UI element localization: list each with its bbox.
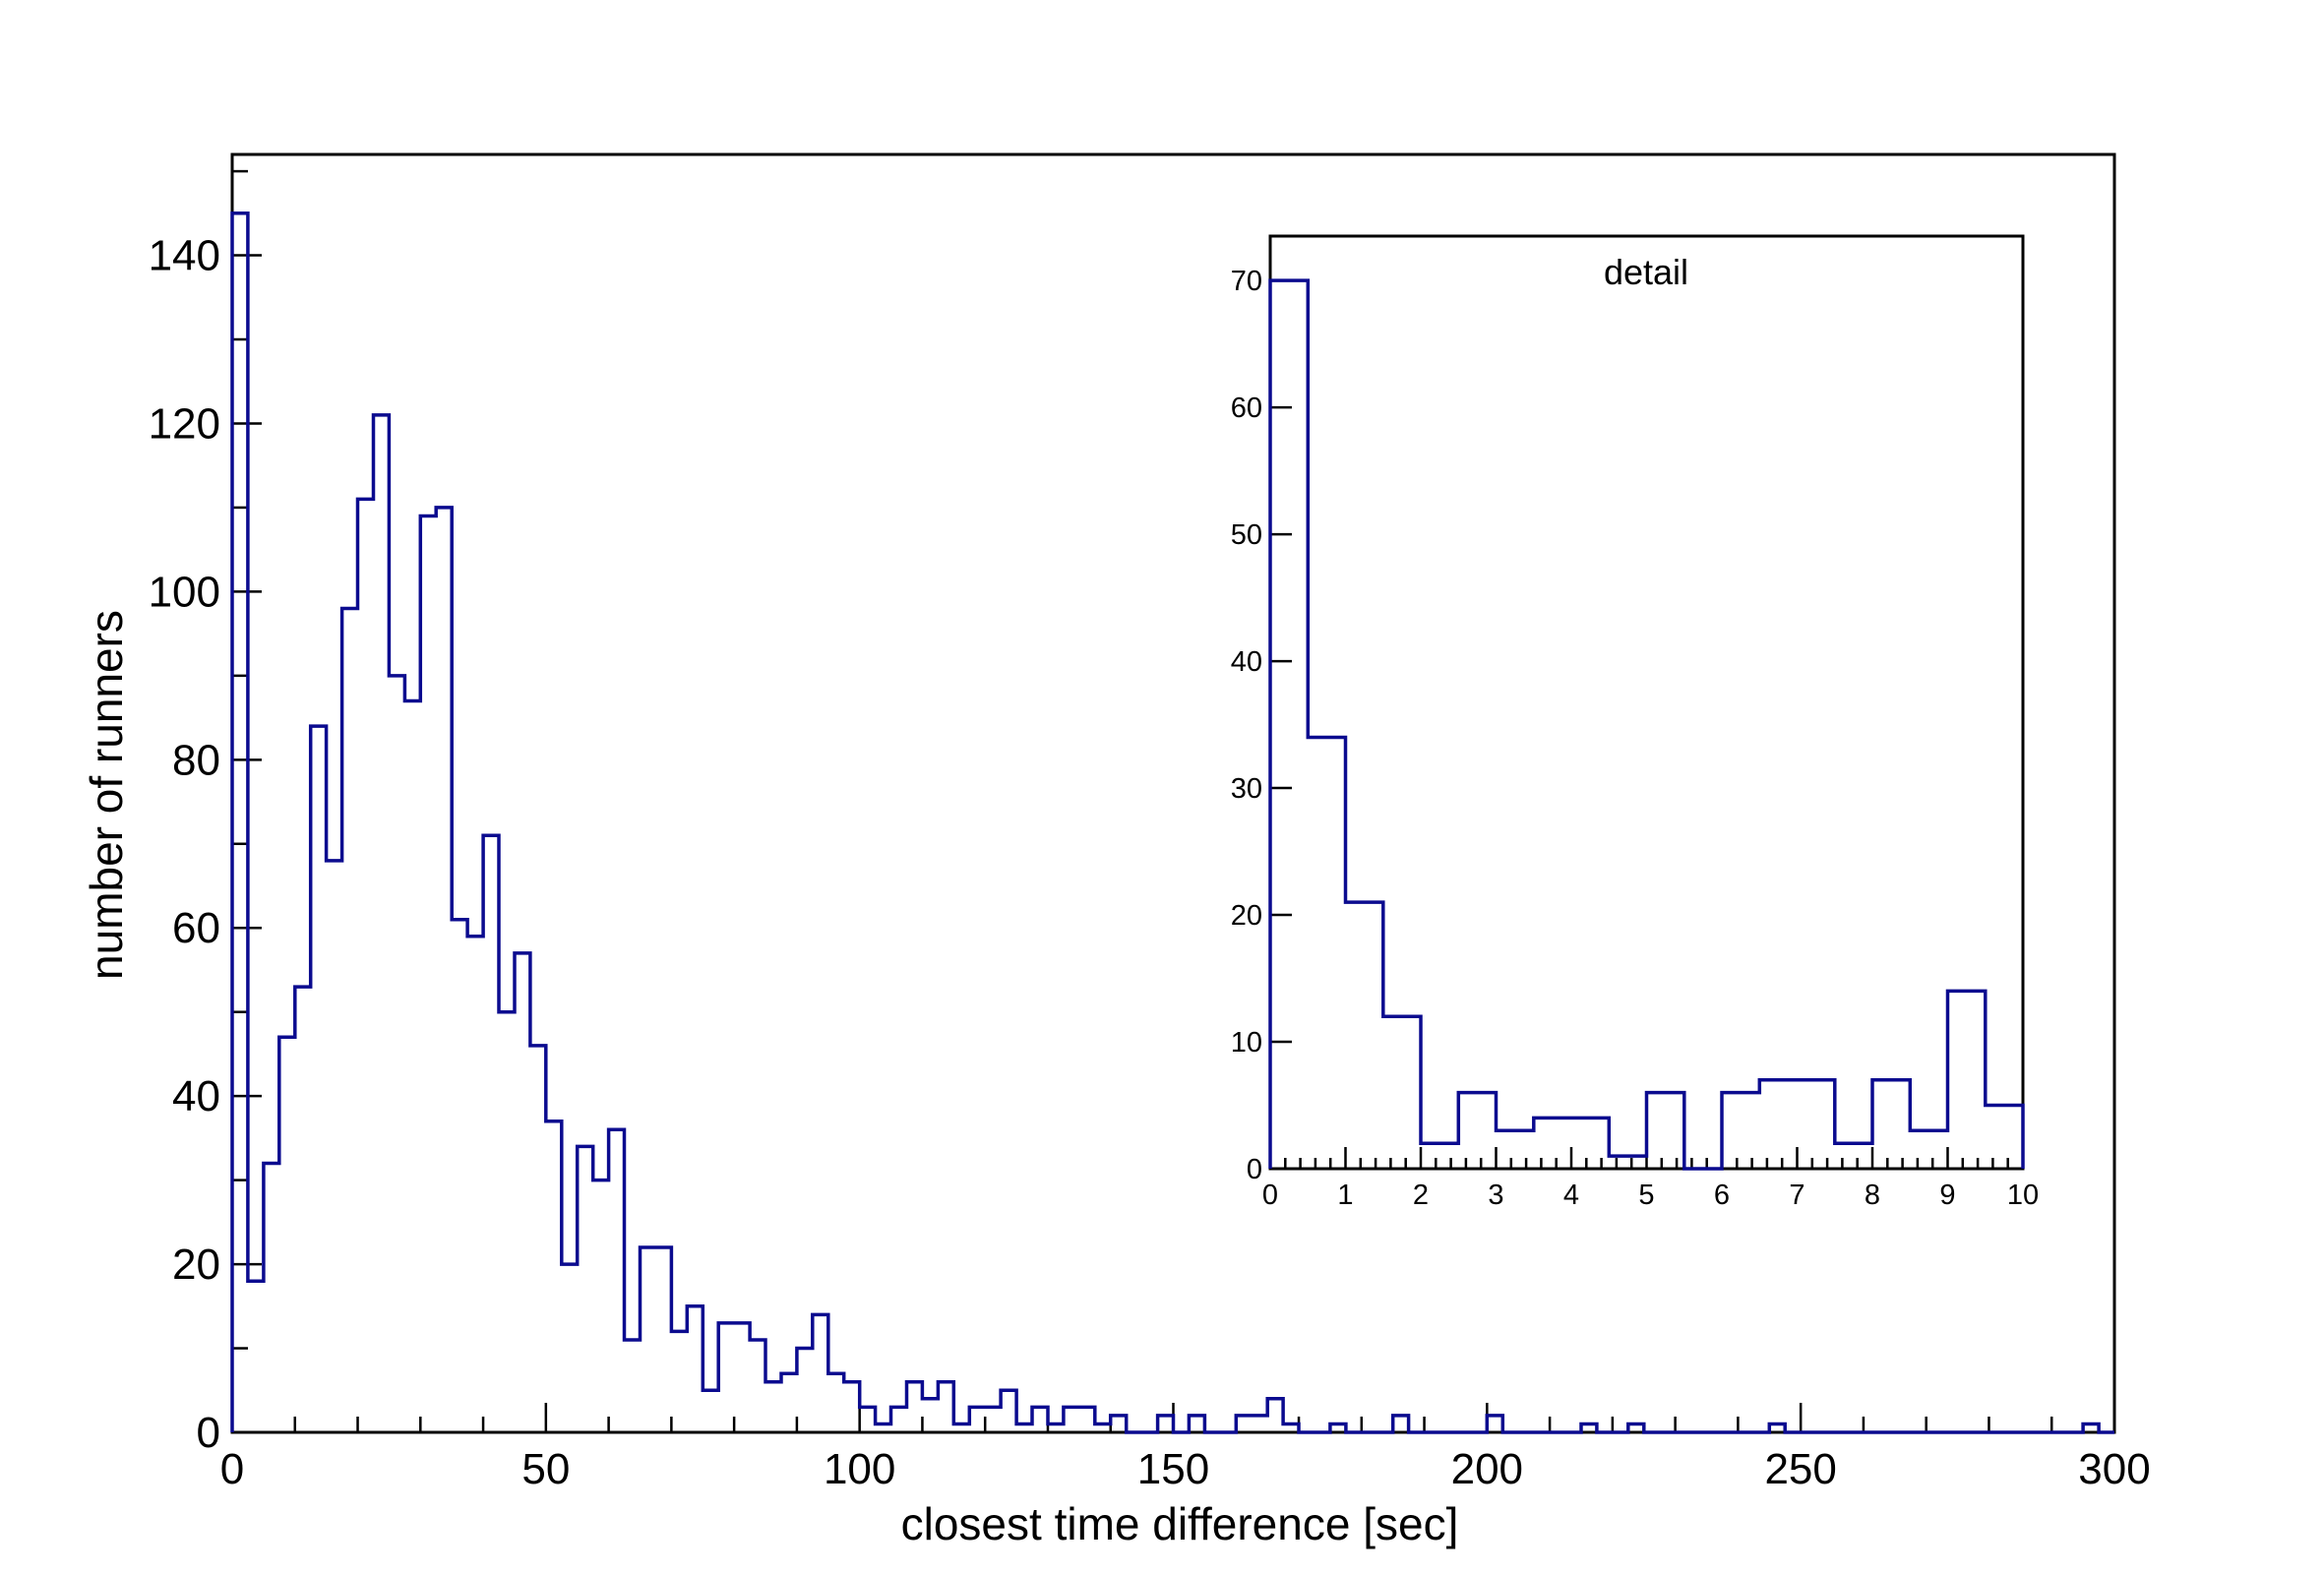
y-tick-label: 40 (172, 1072, 220, 1120)
x-tick-label: 7 (1789, 1180, 1804, 1211)
x-tick-label: 100 (824, 1445, 895, 1493)
y-axis-title: number of runners (81, 610, 132, 980)
y-tick-label: 40 (1231, 646, 1262, 678)
y-tick-label: 30 (1231, 773, 1262, 805)
x-tick-label: 0 (1262, 1180, 1278, 1211)
x-tick-label: 300 (2078, 1445, 2150, 1493)
x-tick-label: 150 (1137, 1445, 1209, 1493)
y-tick-label: 100 (149, 568, 220, 616)
y-tick-label: 60 (1231, 393, 1262, 424)
inset-axis-ticks (1268, 278, 2025, 1171)
x-tick-label: 5 (1638, 1180, 1654, 1211)
x-tick-label: 0 (220, 1445, 244, 1493)
inset-plot-frame (1268, 234, 2025, 1171)
inset-tick-labels: 0 1 2 3 4 5 6 7 8 9 10 0 10 20 30 40 50 60 70 (1231, 266, 2039, 1211)
y-tick-label: 140 (149, 232, 220, 280)
x-tick-label: 8 (1865, 1180, 1880, 1211)
x-tick-label: 250 (1764, 1445, 1836, 1493)
y-tick-label: 70 (1231, 266, 1262, 297)
y-tick-label: 60 (172, 904, 220, 952)
x-tick-label: 6 (1714, 1180, 1730, 1211)
inset-histogram-line (1268, 278, 2025, 1171)
x-tick-label: 10 (2007, 1180, 2039, 1211)
y-tick-label: 10 (1231, 1027, 1262, 1059)
y-tick-label: 0 (197, 1409, 220, 1457)
inset-title: detail (1604, 252, 1688, 292)
y-tick-label: 120 (149, 399, 220, 448)
x-tick-label: 3 (1488, 1180, 1503, 1211)
x-axis-title: closest time difference [sec] (901, 1498, 1459, 1549)
y-tick-label: 0 (1247, 1154, 1262, 1185)
x-tick-label: 200 (1451, 1445, 1523, 1493)
x-tick-label: 1 (1337, 1180, 1353, 1211)
y-tick-label: 20 (172, 1241, 220, 1289)
y-tick-label: 80 (172, 736, 220, 784)
x-tick-label: 4 (1563, 1180, 1579, 1211)
main-histogram-line (230, 212, 2114, 1434)
x-tick-label: 9 (1939, 1180, 1955, 1211)
y-tick-label: 50 (1231, 519, 1262, 551)
inset-histogram: 0 1 2 3 4 5 6 7 8 9 10 0 10 20 30 40 50 60 70 detail (1231, 234, 2039, 1211)
x-tick-label: 50 (521, 1445, 570, 1493)
x-tick-label: 2 (1413, 1180, 1429, 1211)
y-tick-label: 20 (1231, 900, 1262, 932)
